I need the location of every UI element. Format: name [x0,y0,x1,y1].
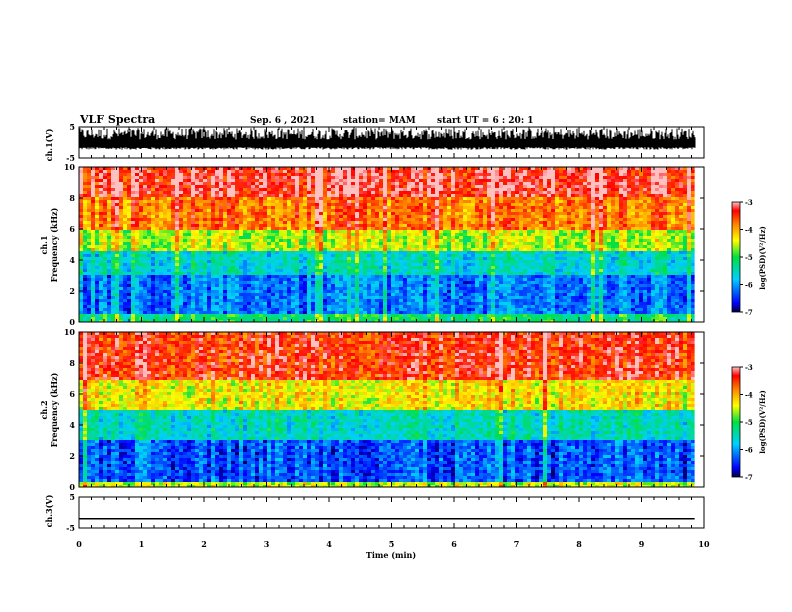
ch1-spectrogram-panel: 0 2 4 6 8 10 [64,162,705,327]
x-tick-label: 8 [576,539,582,549]
y-tick-label: 8 [69,358,75,368]
y-tick-label: 5 [69,492,75,502]
colorbar-tick-label: -6 [745,281,753,290]
x-tick-label: 10 [698,539,710,549]
chart-title: VLF Spectra [79,113,155,126]
x-tick-label: 7 [514,539,520,549]
ch1-voltage-ylabel: ch.1(V) [44,128,54,161]
colorbar-gradient [731,201,741,313]
colorbar-tick-label: -7 [745,473,753,482]
start-ut-label: start UT = 6 : 20: 1 [437,116,534,126]
x-tick-label: 5 [389,539,395,549]
y-tick-label: 4 [69,255,75,265]
x-tick-label: 0 [76,539,82,549]
station-label: station= MAM [343,116,416,126]
x-tick-label: 6 [451,539,457,549]
ch3-voltage-panel: 5 -5 [66,492,705,533]
spectrogram-cells [79,332,695,487]
date-label: Sep. 6 , 2021 [250,116,316,126]
colorbar-tick-label: -7 [745,308,753,317]
y-tick-label: 2 [69,451,75,461]
ch1-freq-ylabel-line1: ch.1 [39,235,49,254]
y-tick-label: 4 [69,420,75,430]
x-axis-label: Time (min) [366,550,416,560]
y-tick-label: 2 [69,286,75,296]
colorbar-tick-label: -4 [745,226,753,235]
y-tick-label: 6 [69,224,75,234]
y-tick-label: -5 [66,523,75,533]
x-tick-label: 9 [639,539,645,549]
x-tick-label: 3 [264,539,270,549]
y-tick-label: 8 [69,193,75,203]
x-tick-label: 4 [326,539,332,549]
ch2-freq-ylabel-line1: ch.2 [39,400,49,419]
ch2-colorbar: -3 -4 -5 -6 -7 [731,363,753,482]
spectrogram-cells [79,167,695,322]
ch2-freq-ylabel-line2: Frequency (kHz) [49,372,59,447]
colorbar-tick-label: -3 [745,198,753,207]
x-tick-label: 1 [139,539,145,549]
y-tick-label: 0 [69,317,75,327]
x-tick-label: 2 [201,539,207,549]
colorbar-tick-label: -3 [745,363,753,372]
colorbar-tick-label: -6 [745,446,753,455]
ch2-colorbar-label: log(PSD)(V²/Hz) [758,390,767,454]
y-tick-label: 10 [64,162,76,172]
y-tick-label: 6 [69,389,75,399]
colorbar-tick-label: -5 [745,418,753,427]
ch1-voltage-trace [78,128,696,150]
y-tick-label: 5 [69,122,75,132]
ch1-colorbar: -3 -4 -5 -6 -7 [731,198,753,317]
y-tick-label: 10 [64,327,76,337]
ch3-voltage-ylabel: ch.3(V) [44,494,54,527]
ch2-spectrogram-panel: 0 2 4 6 8 10 [64,327,705,492]
colorbar-tick-label: -4 [745,391,753,400]
ch1-voltage-panel: 5 -5 [66,122,705,163]
ch1-freq-ylabel-line2: Frequency (kHz) [49,207,59,282]
colorbar-tick-label: -5 [745,253,753,262]
colorbar-gradient [731,366,741,478]
y-tick-label: 0 [69,482,75,492]
ch1-colorbar-label: log(PSD)(V²/Hz) [758,226,767,290]
time-axis: 0 1 2 3 4 5 6 7 8 9 10 [76,539,710,549]
y-tick-label: -5 [66,153,75,163]
